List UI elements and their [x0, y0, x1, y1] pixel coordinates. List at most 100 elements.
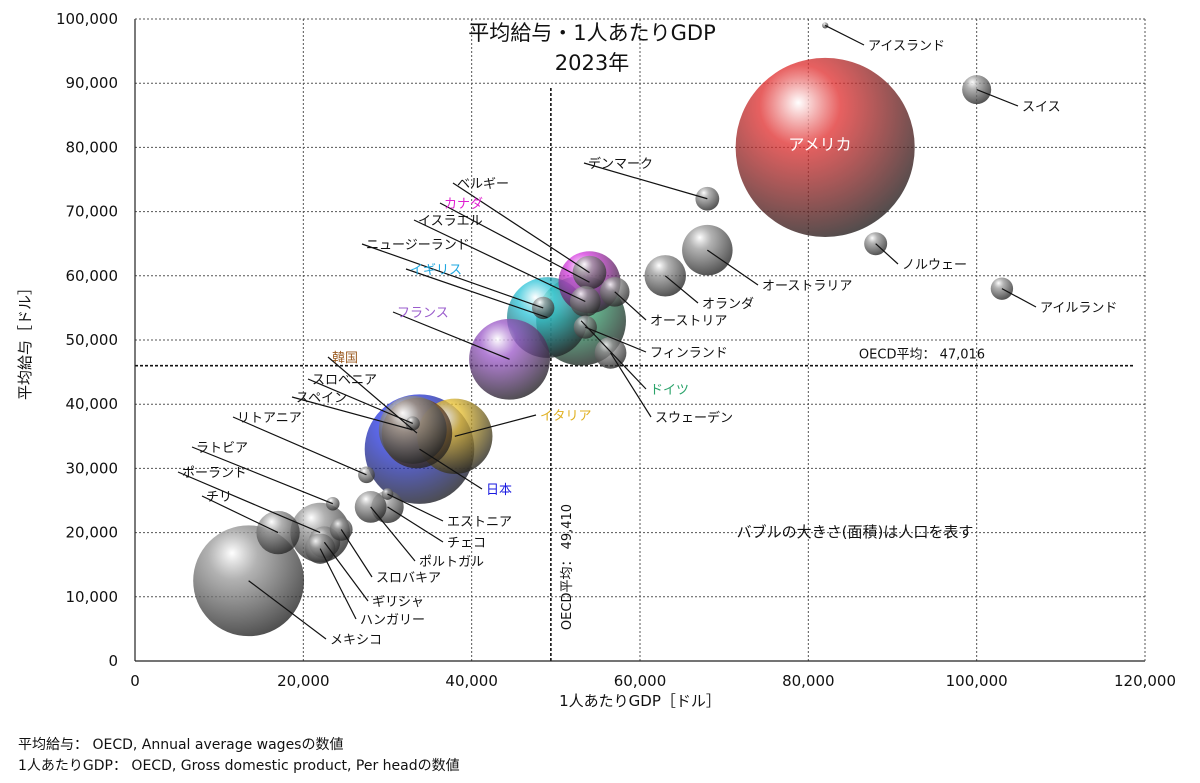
bubble-p30a230e130ea30ab[interactable]	[735, 57, 915, 237]
y-tick-label: 90,000	[66, 74, 119, 92]
leader-line	[413, 219, 586, 303]
bubble-label: オーストリア	[650, 314, 727, 329]
bubble-label: チリ	[206, 490, 232, 505]
leader-line	[232, 416, 367, 476]
bubble-label: スイス	[1022, 100, 1061, 115]
oecd-gdp-label: OECD平均： 49,410	[560, 504, 575, 630]
bubble-label: エストニア	[447, 515, 512, 530]
leader-line	[614, 291, 647, 321]
bubble-label: 日本	[486, 483, 512, 498]
chart-subtitle: 2023年	[555, 51, 629, 75]
leader-line	[177, 471, 321, 534]
bubble-p30b930a430b9[interactable]	[962, 75, 992, 105]
leader-line	[387, 506, 444, 543]
bubble-p30a430b930e930a830eb[interactable]	[569, 286, 601, 317]
bubble-label: リトアニア	[237, 411, 302, 426]
y-tick-label: 100,000	[56, 10, 118, 28]
leader-line	[248, 580, 327, 640]
bubble-label: オーストラリア	[762, 279, 852, 294]
bubble-label: ハンガリー	[360, 613, 425, 628]
bubble-label: 韓国	[332, 351, 358, 366]
bubble-p30cb30e530fc30b830fc30e930f330c9[interactable]	[532, 296, 555, 320]
leader-line	[405, 268, 548, 319]
x-tick-label: 120,000	[1114, 672, 1176, 690]
y-tick-label: 60,000	[66, 267, 119, 285]
x-tick-label: 40,000	[445, 672, 498, 690]
bubble-label: ポーランド	[182, 466, 247, 481]
x-tick-label: 0	[130, 672, 140, 690]
leader-line	[419, 448, 483, 490]
y-tick-label: 0	[108, 652, 118, 670]
y-tick-label: 50,000	[66, 331, 119, 349]
x-tick-label: 80,000	[782, 672, 835, 690]
leader-line	[585, 326, 647, 353]
bubble-label: ラトビア	[196, 441, 248, 456]
size-note: バブルの大きさ(面積)は人口を表す	[737, 523, 974, 541]
leader-line	[201, 495, 279, 534]
oecd-wage-label: OECD平均： 47,016	[859, 348, 985, 363]
chart-title: 平均給与・1人あたりGDP	[468, 21, 715, 45]
leader-line	[361, 243, 544, 309]
x-tick-label: 100,000	[946, 672, 1008, 690]
leader-line	[323, 541, 369, 602]
bubble-label: チェコ	[447, 536, 486, 551]
bubble-label: フランス	[397, 306, 449, 321]
leader-line	[580, 320, 647, 390]
bubble-label: スペイン	[296, 391, 347, 406]
y-tick-label: 40,000	[66, 395, 119, 413]
x-axis-label: 1人あたりGDP［ドル］	[559, 692, 721, 710]
y-tick-label: 80,000	[66, 138, 119, 156]
bubble-label: ベルギー	[457, 177, 509, 192]
bubble-label: メキシコ	[330, 633, 382, 648]
bubble-label: スロバキア	[376, 571, 441, 586]
y-tick-label: 20,000	[66, 524, 119, 542]
leader-line	[340, 529, 373, 578]
leader-line	[706, 249, 759, 286]
bubble-label: イギリス	[410, 263, 462, 278]
bubble-label: デンマーク	[588, 156, 653, 172]
bubble-label: スウェーデン	[655, 410, 733, 426]
leader-line	[875, 243, 899, 265]
leader-line	[610, 352, 652, 418]
y-tick-label: 10,000	[66, 588, 119, 606]
leader-line	[454, 414, 537, 437]
bubble-label: ギリシャ	[372, 595, 424, 610]
bubble-label: ニュージーランド	[366, 238, 470, 253]
y-axis-label: 平均給与［ドル］	[16, 280, 34, 400]
bubble-label: アイスランド	[868, 39, 945, 54]
bubble-p30ea30c830a230cb30a2[interactable]	[358, 466, 375, 484]
leader-line	[824, 24, 865, 46]
source-note-wage: 平均給与： OECD, Annual average wagesの数値	[18, 737, 344, 753]
y-tick-label: 70,000	[66, 203, 119, 221]
bubble-label: ノルウェー	[902, 258, 967, 273]
bubble-label: スロベニア	[312, 373, 377, 388]
y-tick-label: 30,000	[66, 459, 119, 477]
bubble-label: イタリア	[540, 409, 591, 424]
leader-line	[319, 548, 357, 620]
bubble-label: アメリカ	[788, 135, 851, 154]
bubble-p30a230a430b930e930f330c9[interactable]	[822, 22, 829, 29]
leader-line	[439, 202, 590, 283]
leader-line	[976, 89, 1019, 107]
bubble-label: フィンランド	[650, 346, 728, 361]
bubble-label: ドイツ	[650, 383, 689, 398]
bubble-label: オランダ	[702, 297, 754, 312]
bubble-label: イスラエル	[418, 214, 483, 229]
leader-line	[664, 275, 699, 304]
bubble-p30c730f330de30fc30af[interactable]	[695, 186, 720, 211]
bubble-p30d530e930f330b9[interactable]	[469, 318, 550, 400]
leader-line	[583, 162, 708, 200]
leader-line	[1001, 288, 1037, 308]
x-tick-label: 20,000	[277, 672, 330, 690]
leader-line	[452, 182, 590, 274]
leader-line	[370, 506, 416, 562]
bubble-label: ポルトガル	[419, 555, 484, 570]
x-tick-label: 60,000	[614, 672, 667, 690]
leader-line	[392, 311, 510, 360]
source-note-gdp: 1人あたりGDP： OECD, Gross domestic product, …	[18, 758, 460, 774]
leader-line	[291, 396, 413, 431]
leader-line	[191, 446, 334, 505]
leader-line	[327, 356, 418, 434]
bubble-label: カナダ	[444, 197, 483, 212]
